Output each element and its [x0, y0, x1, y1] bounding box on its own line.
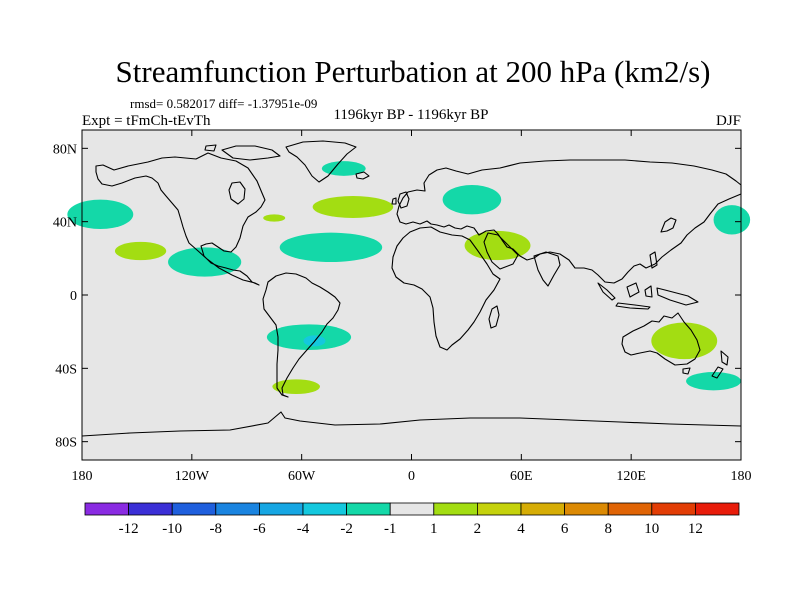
- coast-north-america: [95, 152, 266, 286]
- anomaly-region: [312, 196, 394, 218]
- x-tick-label: 180: [72, 469, 93, 484]
- anomaly-region: [67, 199, 134, 229]
- color-legend-bar: -12 -10 -8 -6 -4 -2 -1 1 2 4 6 8 10 12: [84, 502, 740, 537]
- coast-tasmania: [682, 367, 691, 375]
- x-tick-label: 60W: [288, 469, 316, 484]
- coast-southeast-asia-islands: [597, 251, 699, 310]
- stats-label: rmsd= 0.582017 diff= -1.37951e-09: [130, 96, 317, 111]
- colorbar-swatch: [215, 502, 260, 516]
- colorbar-swatch: [607, 502, 653, 516]
- chart-title: Streamfunction Perturbation at 200 hPa (…: [116, 54, 711, 89]
- x-tick-label: 120E: [616, 469, 646, 484]
- coast-japan: [660, 217, 677, 233]
- y-tick-label: 40S: [55, 362, 77, 377]
- y-tick-label: 0: [70, 289, 77, 304]
- colorbar-label: -4: [297, 521, 310, 537]
- x-axis: 180 120W 60W 0 60E 120E 180: [72, 130, 752, 484]
- anomaly-region: [686, 372, 742, 391]
- x-tick-label: 180: [731, 469, 752, 484]
- colorbar-label: -12: [119, 521, 139, 537]
- map-area: 180 120W 60W 0 60E 120E 180 80N 40N 0 40S 80S: [53, 129, 752, 484]
- colorbar-label: -8: [210, 521, 223, 537]
- coast-australia: [621, 312, 701, 366]
- anomaly-region: [651, 322, 718, 360]
- experiment-label: Expt = tFmCh-tEvTh: [82, 113, 211, 129]
- y-tick-label: 40N: [53, 216, 77, 231]
- anomaly-region: [442, 185, 502, 215]
- anomaly-layer: [67, 161, 751, 394]
- anomaly-region: [321, 161, 366, 176]
- colorbar-label: 10: [644, 521, 659, 537]
- coast-hudson-bay: [228, 181, 246, 205]
- colorbar-swatch: [128, 502, 173, 516]
- anomaly-region: [713, 205, 751, 235]
- colorbar-label: -10: [162, 521, 182, 537]
- colorbar-swatch: [258, 502, 304, 516]
- anomaly-region: [464, 230, 531, 261]
- period-label: 1196kyr BP - 1196kyr BP: [333, 107, 488, 123]
- anomaly-region: [114, 241, 167, 261]
- anomaly-region: [263, 214, 286, 222]
- coast-arctic-islands: [204, 144, 281, 161]
- colorbar-swatch: [346, 502, 391, 516]
- y-tick-label: 80S: [55, 436, 77, 451]
- coast-iceland: [355, 171, 370, 180]
- coast-greenland: [285, 140, 357, 183]
- colorbar-swatch: [476, 502, 522, 516]
- coast-madagascar: [488, 305, 500, 329]
- x-tick-label: 60E: [510, 469, 533, 484]
- colorbar-swatch: [433, 502, 478, 516]
- coast-antarctica: [81, 411, 742, 437]
- x-tick-label: 120W: [175, 469, 210, 484]
- coast-africa: [391, 226, 501, 351]
- y-axis: 80N 40N 0 40S 80S: [53, 142, 741, 451]
- colorbar-label: 12: [688, 521, 703, 537]
- colorbar-swatch: [84, 502, 129, 516]
- anomaly-region: [168, 247, 242, 277]
- colorbar-label: 4: [517, 521, 525, 537]
- y-tick-label: 80N: [53, 142, 77, 157]
- colorbar-label: 6: [561, 521, 569, 537]
- colorbar-swatch: [171, 502, 217, 516]
- colorbar-label: 2: [474, 521, 482, 537]
- coastline-layer: [81, 140, 742, 437]
- colorbar-label: 8: [604, 521, 612, 537]
- colorbar-label: -6: [253, 521, 266, 537]
- colorbar-label: -2: [340, 521, 353, 537]
- colorbar-swatch: [520, 502, 565, 516]
- colorbar-swatch: [389, 502, 435, 516]
- coast-india: [533, 251, 561, 287]
- coast-great-britain: [391, 191, 410, 209]
- coast-south-america: [262, 272, 341, 398]
- coast-eurasia: [396, 159, 742, 284]
- coast-arabia: [483, 232, 519, 270]
- colorbar-label: 1: [430, 521, 438, 537]
- season-label: DJF: [716, 113, 741, 129]
- coast-new-zealand: [711, 350, 729, 379]
- colorbar-swatch: [695, 502, 740, 516]
- anomaly-region: [279, 232, 383, 262]
- colorbar-swatch: [651, 502, 696, 516]
- colorbar-label: -1: [384, 521, 397, 537]
- colorbar-swatch: [564, 502, 609, 516]
- colorbar-swatch: [302, 502, 347, 516]
- x-tick-label: 0: [408, 469, 415, 484]
- map-background: [82, 130, 741, 460]
